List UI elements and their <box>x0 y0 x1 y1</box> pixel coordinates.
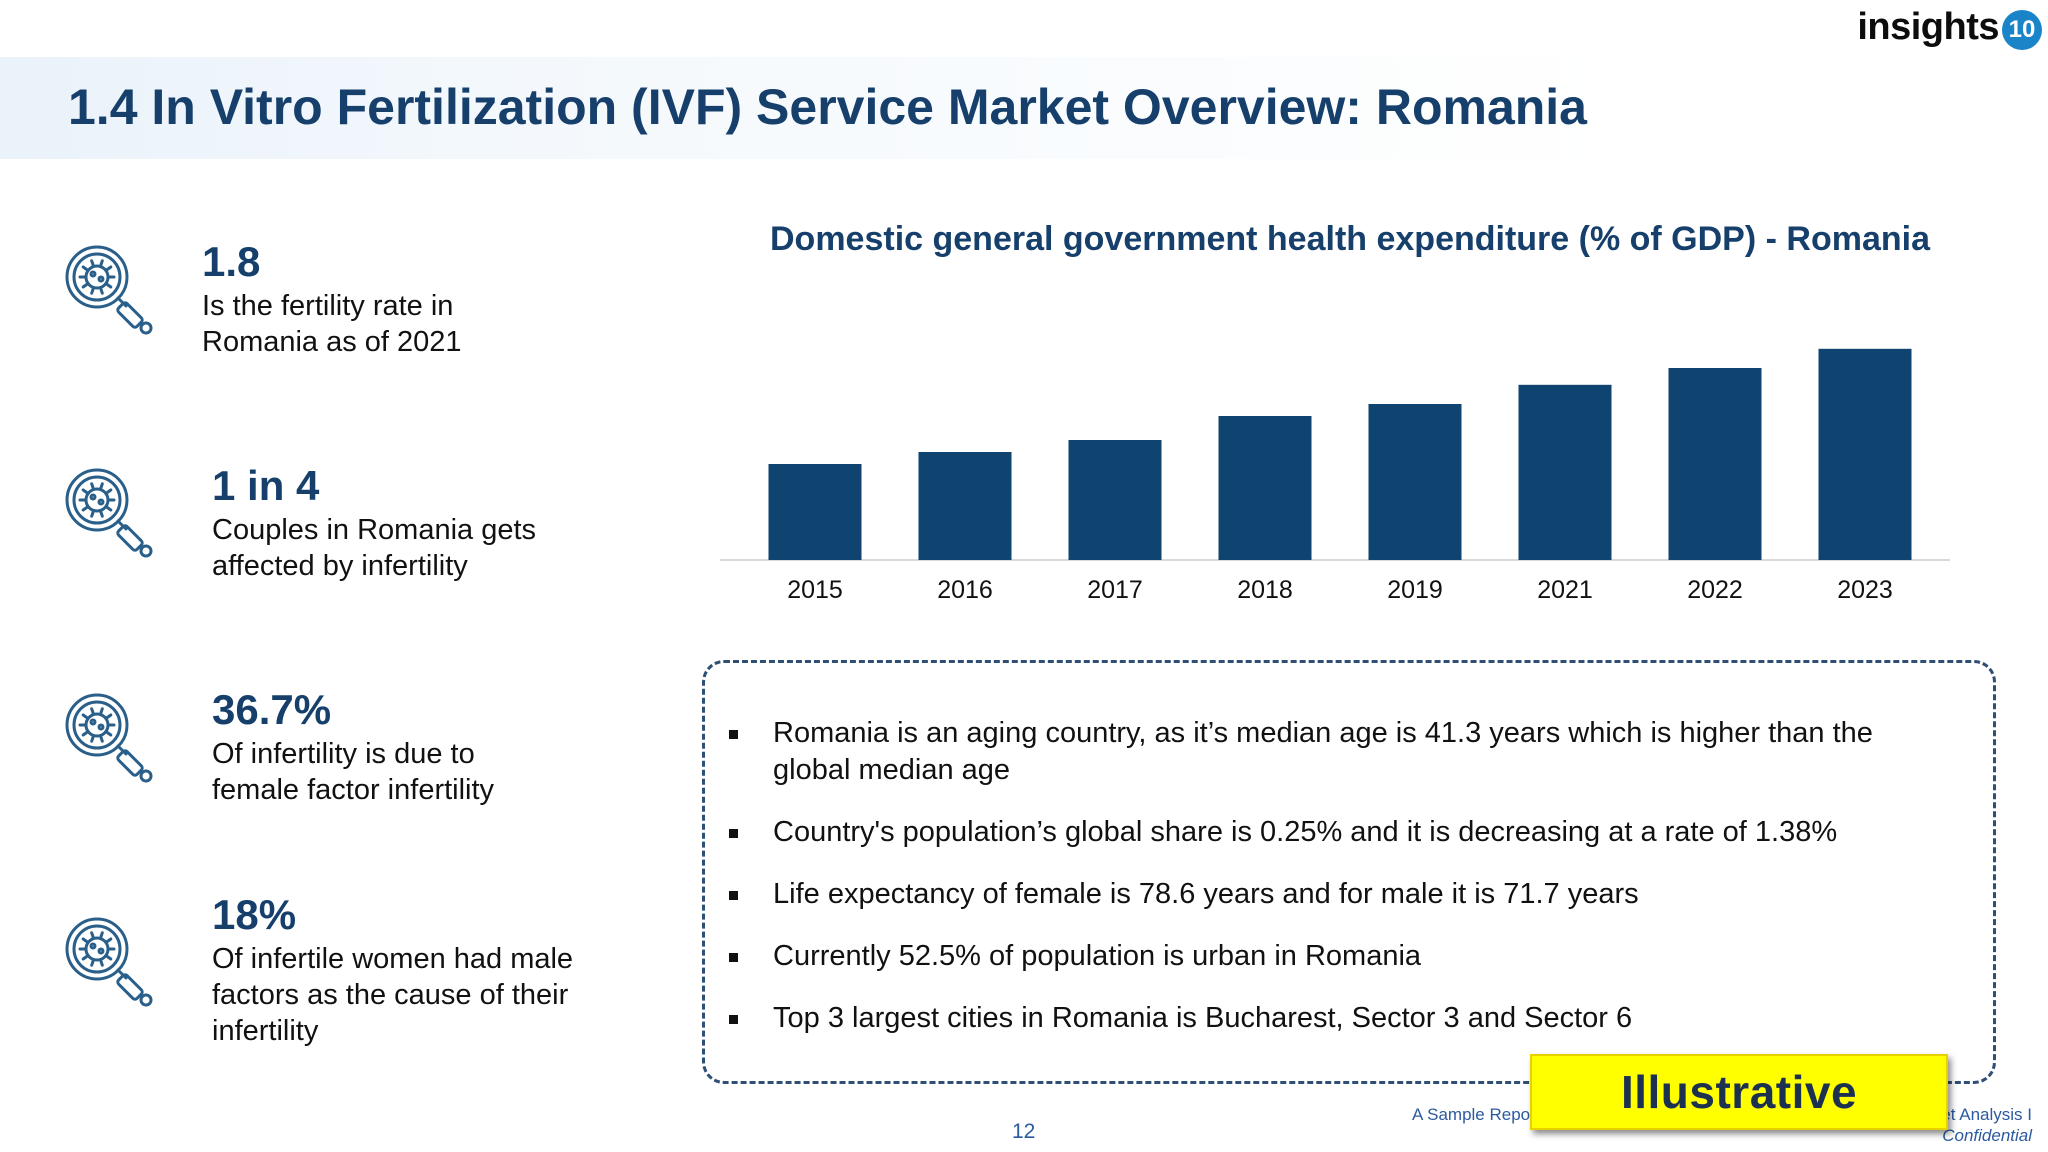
key-fact-item: Country's population’s global share is 0… <box>705 814 1993 851</box>
magnifier-virus-icon <box>65 693 153 783</box>
stat-block: 18% Of infertile women had male factors as… <box>212 891 573 1049</box>
x-tick-label: 2021 <box>1537 576 1593 604</box>
insights10-logo: insights 10 <box>1857 4 2042 50</box>
key-facts-box: Romania is an aging country, as it’s med… <box>702 660 1996 1084</box>
x-tick-label: 2016 <box>937 576 993 604</box>
stat-description-line: Romania as of 2021 <box>202 326 462 358</box>
page-number: 12 <box>1012 1120 1036 1143</box>
stat-value: 36.7% <box>212 686 332 733</box>
bar-2016 <box>918 452 1012 560</box>
stat-block: 1.8 Is the fertility rate in Romania as of… <box>202 238 462 360</box>
footer-analysis-text: et Analysis I <box>1941 1105 2032 1124</box>
bar-2015 <box>768 464 862 560</box>
x-tick-label: 2018 <box>1237 576 1293 604</box>
bar-chart: 2015 2016 2017 2018 2019 2021 2022 2023 <box>720 348 1950 604</box>
stat-description: Is the fertility rate in Romania as of 20… <box>202 288 462 360</box>
stat-description: Of infertility is due to female factor in… <box>212 736 494 808</box>
stat-description-line: Is the fertility rate in <box>202 290 454 322</box>
footer-report-note: A Sample Repo <box>1412 1105 1531 1124</box>
footer-right-note: et Analysis I Confidential <box>1941 1104 2032 1146</box>
bar-2021 <box>1518 384 1612 560</box>
bar-2022 <box>1668 368 1762 560</box>
key-fact-item: Currently 52.5% of population is urban i… <box>705 938 1993 975</box>
x-tick-label: 2023 <box>1837 576 1893 604</box>
stat-description-line: Of infertile women had male <box>212 943 574 975</box>
stat-value: 1 in 4 <box>212 462 320 509</box>
stat-description: Of infertile women had male factors as th… <box>212 941 573 1049</box>
x-tick-label: 2019 <box>1387 576 1443 604</box>
title-band <box>0 57 1620 159</box>
stat-description-line: infertility <box>212 1015 319 1047</box>
stat-block: 36.7% Of infertility is due to female fact… <box>212 686 494 808</box>
x-tick-label: 2015 <box>787 576 843 604</box>
key-fact-item: Romania is an aging country, as it’s med… <box>705 715 1993 789</box>
chart-title: Domestic general government health expen… <box>770 220 1930 258</box>
stat-description: Couples in Romania gets affected by infer… <box>212 512 536 584</box>
bar-2019 <box>1368 404 1462 560</box>
stat-description-line: Of infertility is due to <box>212 738 475 770</box>
footer-confidential: Confidential <box>1942 1126 2032 1145</box>
stat-description-line: factors as the cause of their <box>212 979 569 1011</box>
magnifier-virus-icon <box>65 917 153 1007</box>
bar-2023 <box>1818 348 1912 560</box>
key-fact-item: Top 3 largest cities in Romania is Bucha… <box>705 1000 1993 1037</box>
bar-2017 <box>1068 440 1162 560</box>
stat-description-line: female factor infertility <box>212 774 495 806</box>
stat-value: 18% <box>212 891 297 938</box>
illustrative-stamp: Illustrative <box>1530 1054 1948 1130</box>
logo-wordmark: insights <box>1857 5 1999 48</box>
page-title: 1.4 In Vitro Fertilization (IVF) Service… <box>68 79 1587 135</box>
logo-badge: 10 <box>2002 10 2042 50</box>
magnifier-virus-icon <box>65 468 153 558</box>
stat-value: 1.8 <box>202 238 261 285</box>
stat-block: 1 in 4 Couples in Romania gets affected by… <box>212 462 536 584</box>
magnifier-virus-icon <box>65 245 153 335</box>
x-tick-label: 2022 <box>1687 576 1743 604</box>
key-fact-item: Life expectancy of female is 78.6 years … <box>705 876 1993 913</box>
key-facts-list: Romania is an aging country, as it’s med… <box>705 715 1993 1062</box>
bar-2018 <box>1218 416 1312 560</box>
stat-description-line: Couples in Romania gets <box>212 514 537 546</box>
x-tick-label: 2017 <box>1087 576 1143 604</box>
stat-description-line: affected by infertility <box>212 550 468 582</box>
